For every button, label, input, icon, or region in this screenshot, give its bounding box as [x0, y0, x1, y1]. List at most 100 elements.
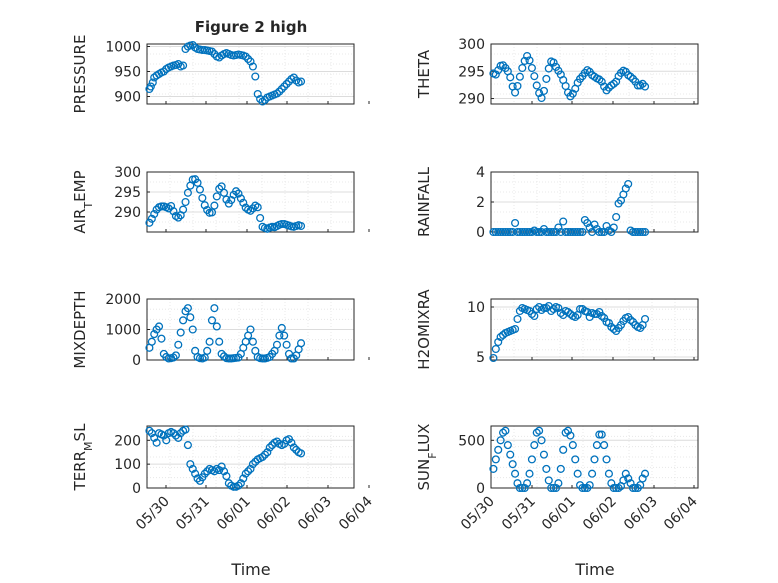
- data-point: [547, 306, 556, 316]
- data-point: [253, 203, 262, 212]
- panel-terrmsl: 0 100 200 05/30 05/31 06/01 06/02 06/03 06/04 TER…: [71, 423, 376, 533]
- data-point: [568, 441, 577, 450]
- data-point: [145, 218, 154, 227]
- data-point: [527, 309, 536, 319]
- data-point: [602, 221, 611, 231]
- data-point: [609, 79, 618, 88]
- y-tick-label: 295: [458, 64, 485, 80]
- data-point: [539, 450, 549, 459]
- data-point: [511, 469, 520, 478]
- data-point: [150, 433, 159, 442]
- data-point: [616, 68, 626, 77]
- y-tick-label: 1000: [105, 40, 141, 56]
- data-point: [244, 467, 253, 476]
- data-point: [169, 353, 178, 362]
- data-point: [573, 227, 582, 237]
- data-point: [607, 479, 616, 488]
- data-point: [503, 441, 512, 450]
- data-point: [626, 479, 635, 488]
- data-point: [248, 337, 257, 346]
- data-point: [597, 430, 606, 439]
- data-point: [256, 94, 265, 104]
- y-tick-label: 2: [476, 195, 485, 211]
- x-tick-label: 06/04: [336, 493, 376, 533]
- y-axis-label: PRESSURE: [71, 35, 89, 114]
- axes-box: [490, 425, 699, 489]
- data-point: [513, 479, 522, 488]
- data-point: [523, 51, 532, 61]
- data-point: [232, 187, 241, 196]
- data-point: [621, 184, 630, 193]
- data-point: [147, 337, 156, 346]
- data-point: [628, 483, 638, 493]
- data-point: [181, 197, 190, 207]
- data-point: [275, 87, 284, 96]
- data-point: [296, 339, 306, 348]
- data-point: [609, 483, 618, 493]
- data-point: [491, 344, 500, 354]
- y-axis-label: MIXDEPTH: [71, 290, 89, 368]
- data-point: [234, 481, 243, 490]
- data-point: [236, 479, 245, 488]
- data-point: [597, 77, 606, 86]
- data-point: [616, 320, 626, 330]
- data-point: [179, 205, 188, 214]
- data-point: [171, 431, 180, 440]
- data-point: [159, 431, 168, 440]
- data-point: [145, 426, 154, 435]
- data-point: [595, 227, 604, 237]
- data-point: [527, 455, 536, 464]
- panel-sunflux: 0 500 05/30 05/31 06/01 06/02 06/03 06/04 SUNFLU…: [415, 424, 701, 534]
- data-point: [280, 82, 289, 91]
- data-point: [277, 323, 286, 333]
- data-point: [174, 59, 183, 69]
- data-point: [296, 221, 306, 231]
- data-point: [571, 312, 580, 322]
- axes-box: [146, 171, 355, 233]
- data-point: [515, 72, 524, 81]
- data-point: [518, 63, 527, 73]
- data-point: [296, 77, 306, 86]
- x-tick-label: 06/01: [214, 494, 254, 534]
- data-point: [210, 467, 219, 476]
- data-point: [150, 330, 159, 339]
- y-tick-label: 5: [476, 350, 485, 366]
- data-point: [636, 227, 645, 237]
- data-point: [563, 307, 573, 317]
- data-point: [602, 455, 611, 464]
- data-point: [609, 324, 618, 334]
- panel-h2omixra: 5 10 H2OMIXRA: [415, 289, 699, 370]
- data-point: [287, 438, 296, 447]
- data-point: [183, 304, 192, 313]
- data-point: [188, 325, 197, 334]
- data-point: [576, 304, 585, 314]
- data-point: [595, 430, 604, 439]
- data-point: [494, 445, 503, 454]
- data-point: [272, 340, 282, 349]
- x-tick-label: 06/03: [295, 494, 335, 534]
- data-point: [210, 304, 219, 313]
- y-tick-label: 0: [132, 353, 141, 369]
- data-point: [515, 483, 524, 493]
- data-point: [508, 460, 517, 469]
- axes-box: [146, 425, 355, 489]
- y-tick-label: 900: [114, 90, 141, 106]
- data-point: [152, 438, 161, 447]
- data-point: [518, 483, 527, 493]
- data-point: [549, 58, 558, 67]
- data-point: [207, 47, 217, 56]
- data-point: [169, 207, 178, 216]
- data-point: [200, 469, 209, 478]
- data-point: [491, 455, 500, 464]
- y-axis-label: AIRTEMP: [71, 170, 95, 233]
- data-point: [207, 316, 217, 325]
- data-point: [251, 72, 260, 81]
- data-point: [289, 443, 298, 452]
- data-point: [539, 303, 549, 313]
- data-point: [619, 476, 628, 485]
- data-point: [503, 227, 512, 237]
- y-tick-label: 1000: [105, 323, 141, 339]
- data-point: [496, 436, 505, 445]
